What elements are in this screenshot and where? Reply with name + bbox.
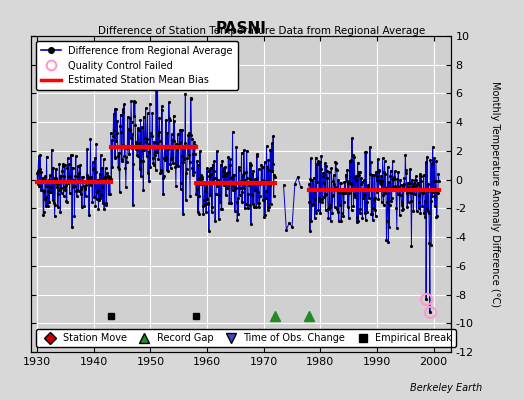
Difference from Regional Average xyxy=(61,174,68,178)
Line: Quality Control Failed: Quality Control Failed xyxy=(421,293,435,317)
Difference from Regional Average xyxy=(107,192,113,196)
Difference from Regional Average xyxy=(85,175,91,180)
Difference from Regional Average xyxy=(52,176,59,181)
Difference from Regional Average xyxy=(69,224,75,229)
Legend: Station Move, Record Gap, Time of Obs. Change, Empirical Break: Station Move, Record Gap, Time of Obs. C… xyxy=(36,329,456,347)
Difference from Regional Average xyxy=(94,189,100,194)
Difference from Regional Average xyxy=(88,137,94,142)
Quality Control Failed xyxy=(423,296,430,301)
Quality Control Failed xyxy=(427,309,433,314)
Estimated Station Mean Bias xyxy=(107,179,114,184)
Estimated Station Mean Bias xyxy=(34,179,40,184)
Line: Difference from Regional Average: Difference from Regional Average xyxy=(37,139,110,227)
Text: Berkeley Earth: Berkeley Earth xyxy=(410,383,482,393)
Text: Difference of Station Temperature Data from Regional Average: Difference of Station Temperature Data f… xyxy=(99,26,425,36)
Difference from Regional Average xyxy=(78,185,84,190)
Title: PASNI: PASNI xyxy=(215,21,267,36)
Y-axis label: Monthly Temperature Anomaly Difference (°C): Monthly Temperature Anomaly Difference (… xyxy=(490,81,500,307)
Difference from Regional Average xyxy=(64,165,70,170)
Difference from Regional Average xyxy=(34,171,40,176)
